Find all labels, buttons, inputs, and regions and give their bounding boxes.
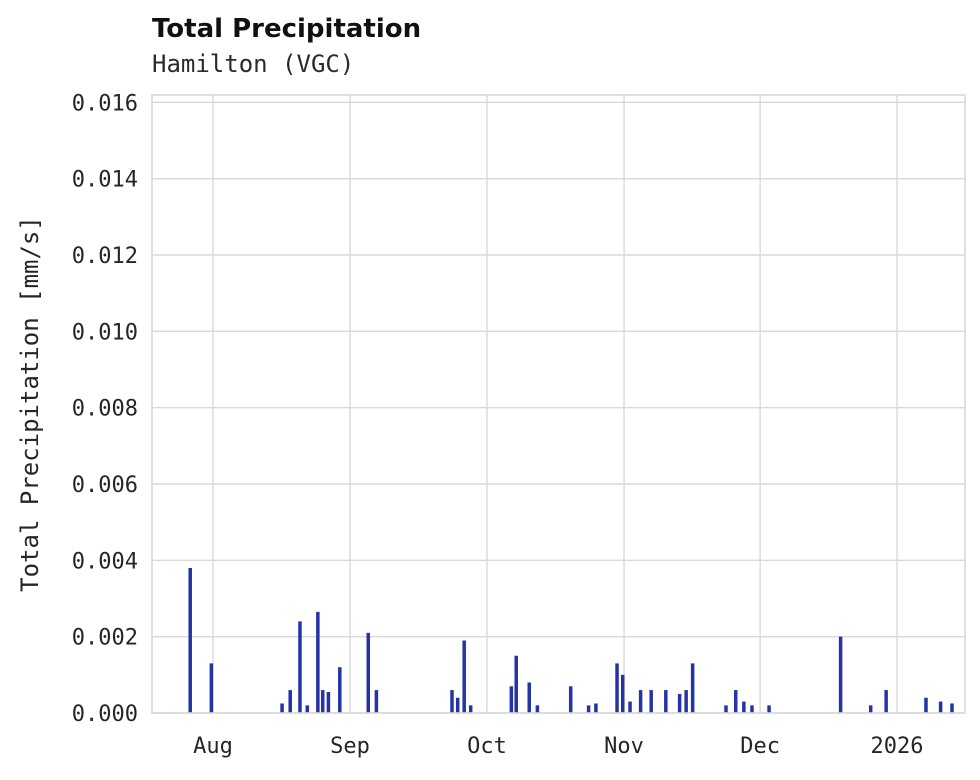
y-tick-label: 0.012 xyxy=(72,244,138,269)
precip-spike xyxy=(450,690,454,713)
precip-spike xyxy=(690,663,695,713)
precip-spike xyxy=(209,663,214,713)
precip-spike xyxy=(462,640,466,713)
precip-spike xyxy=(649,690,653,713)
chart-subtitle: Hamilton (VGC) xyxy=(152,50,355,78)
precip-spike xyxy=(509,686,514,713)
precip-spike xyxy=(527,682,531,713)
precip-spike xyxy=(638,690,643,713)
precip-spike xyxy=(374,690,379,713)
y-tick-label: 0.000 xyxy=(72,702,138,727)
precip-spike xyxy=(568,686,573,713)
precip-spike xyxy=(733,690,738,713)
precip-spike xyxy=(838,636,843,713)
precip-spike xyxy=(305,705,310,713)
y-tick-label: 0.016 xyxy=(72,91,138,116)
chart-title: Total Precipitation xyxy=(152,14,422,44)
precip-spike xyxy=(868,705,873,713)
x-tick-label: 2026 xyxy=(871,734,924,759)
precip-spike xyxy=(724,705,728,713)
precip-spike xyxy=(594,703,598,713)
precip-spike xyxy=(742,701,746,713)
precip-spike xyxy=(950,703,954,713)
precip-spike xyxy=(338,667,342,713)
precip-spike xyxy=(455,697,460,713)
x-tick-label: Aug xyxy=(193,734,233,759)
precip-spike xyxy=(767,705,771,713)
precip-spike xyxy=(750,705,754,713)
x-tick-label: Sep xyxy=(330,734,370,759)
precip-spike xyxy=(938,701,943,713)
precip-spike xyxy=(620,674,625,713)
y-tick-label: 0.004 xyxy=(72,549,138,574)
precip-spike xyxy=(924,697,928,713)
precip-spike xyxy=(280,703,284,713)
x-tick-label: Oct xyxy=(467,734,507,759)
precip-spike xyxy=(320,690,325,713)
precip-spike xyxy=(684,690,688,713)
precip-spike xyxy=(535,705,540,713)
precip-spike xyxy=(468,705,473,713)
x-tick-label: Dec xyxy=(740,734,780,759)
x-tick-label: Nov xyxy=(604,734,644,759)
y-tick-label: 0.010 xyxy=(72,320,138,345)
y-tick-label: 0.002 xyxy=(72,626,138,651)
y-tick-label: 0.006 xyxy=(72,473,138,498)
precip-spike xyxy=(586,705,591,713)
y-tick-label: 0.008 xyxy=(72,397,138,422)
precip-spike xyxy=(677,693,682,713)
precip-spike xyxy=(884,690,888,713)
y-tick-label: 0.014 xyxy=(72,168,138,193)
precip-spike xyxy=(326,692,331,713)
precip-spike xyxy=(366,632,371,713)
precip-spike xyxy=(664,690,668,713)
precip-spike xyxy=(288,690,292,713)
precip-spike xyxy=(298,621,302,713)
precip-spike xyxy=(514,655,518,713)
precip-spike xyxy=(628,701,632,713)
precip-spike xyxy=(188,567,192,713)
precip-spike xyxy=(615,663,619,713)
precip-spike xyxy=(316,611,320,713)
plot-border xyxy=(151,94,966,714)
